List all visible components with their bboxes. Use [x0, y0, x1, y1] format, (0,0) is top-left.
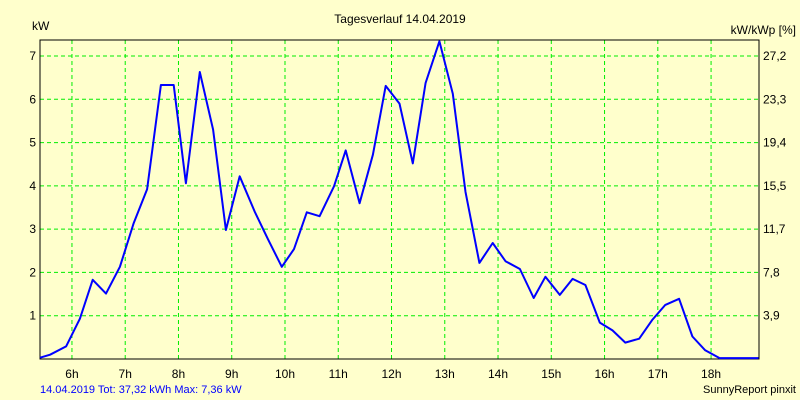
- footer-summary: 14.04.2019 Tot: 37,32 kWh Max: 7,36 kW: [40, 384, 242, 396]
- y-tick-label: 3: [29, 222, 36, 236]
- y2-tick-label: 23,3: [763, 92, 787, 106]
- x-tick-label: 6h: [65, 367, 78, 381]
- y-tick-label: 5: [29, 136, 36, 150]
- x-tick-label: 14h: [488, 367, 508, 381]
- y2-tick-label: 3,9: [763, 309, 780, 323]
- x-tick-label: 15h: [541, 367, 561, 381]
- y2-tick-label: 27,2: [763, 49, 787, 63]
- x-tick-label: 9h: [225, 367, 238, 381]
- y2-tick-label: 19,4: [763, 136, 787, 150]
- y-tick-label: 4: [29, 179, 36, 193]
- x-tick-label: 11h: [329, 367, 348, 381]
- y2-tick-label: 15,5: [763, 179, 787, 193]
- y-tick-label: 1: [29, 309, 36, 323]
- y-tick-label: 2: [29, 265, 36, 279]
- y2-tick-label: 7,8: [763, 265, 780, 279]
- y-tick-label: 7: [29, 49, 36, 63]
- x-tick-label: 16h: [595, 367, 615, 381]
- y-axis-label: kW: [32, 19, 50, 33]
- x-tick-label: 17h: [648, 367, 668, 381]
- x-tick-label: 18h: [701, 367, 721, 381]
- grid: [40, 40, 759, 359]
- footer-credit: SunnyReport pinxit: [703, 384, 796, 396]
- power-series-line: [39, 40, 759, 360]
- x-tick-label: 7h: [119, 367, 132, 381]
- x-tick-label: 8h: [172, 367, 185, 381]
- y2-tick-label: 11,7: [763, 222, 786, 236]
- y-tick-label: 6: [29, 92, 36, 106]
- tick-labels: 6h 7h 8h 9h 10h 11h 12h 13h 14h 15h 16h 17h 18h 1 3,9 2…: [29, 49, 786, 381]
- x-tick-label: 10h: [275, 367, 295, 381]
- x-tick-label: 12h: [381, 367, 401, 381]
- chart-title: Tagesverlauf 14.04.2019: [334, 12, 466, 26]
- plot-frame: [39, 39, 760, 360]
- x-tick-label: 13h: [435, 367, 455, 381]
- y2-axis-label: kW/kWp [%]: [731, 23, 796, 37]
